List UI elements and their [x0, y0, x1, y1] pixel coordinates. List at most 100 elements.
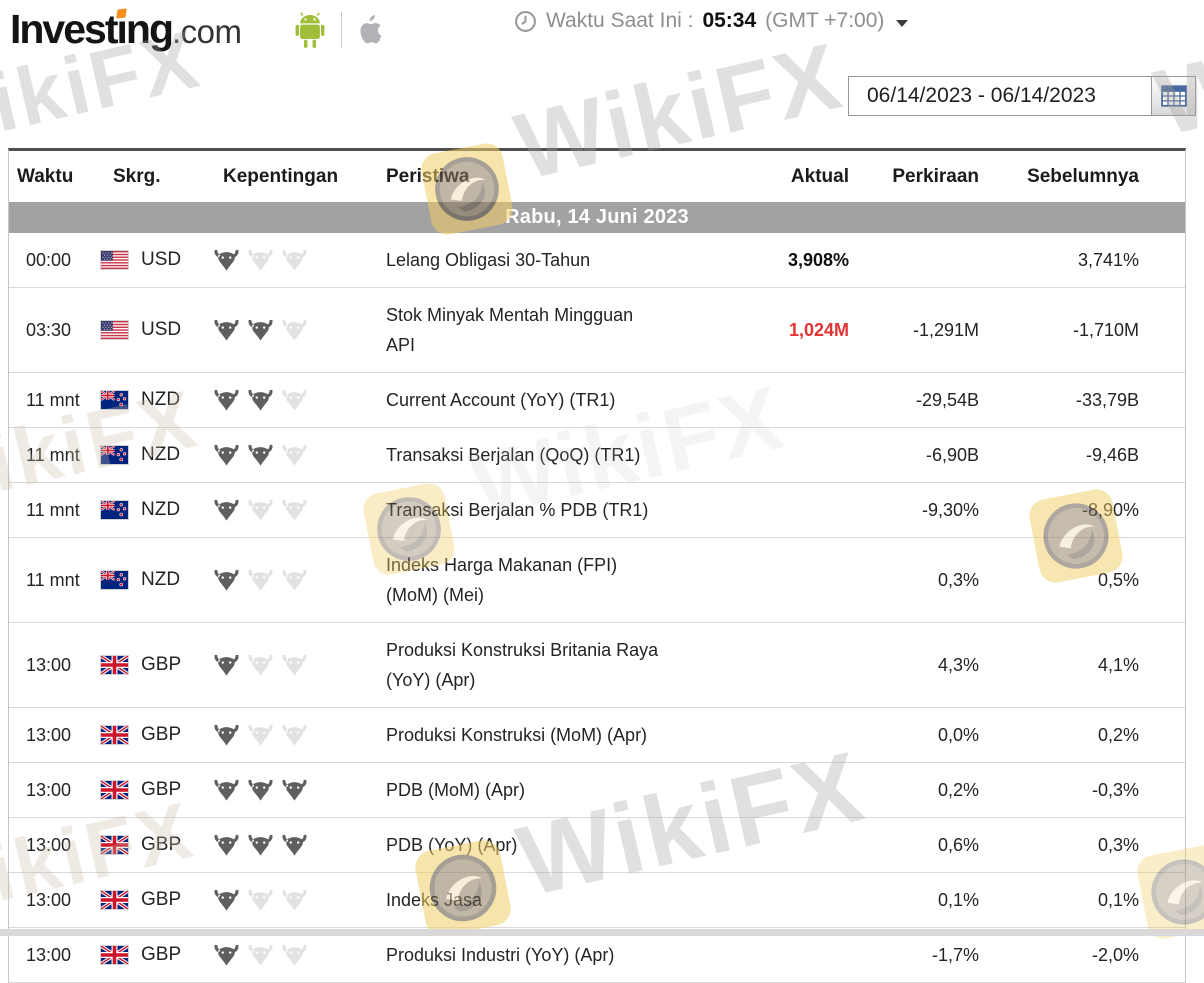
event-name[interactable]: Produksi Industri (YoY) (Apr) — [386, 945, 615, 965]
bull-importance-icon — [248, 724, 273, 746]
importance-bulls — [213, 834, 381, 857]
importance-bulls — [213, 569, 381, 592]
calendar-icon — [1160, 85, 1187, 107]
previous-value: 0,5% — [1097, 569, 1139, 590]
event-cell[interactable]: Produksi Konstruksi Britania Raya (YoY) … — [381, 623, 749, 707]
nz-flag-icon — [101, 391, 128, 409]
importance-bulls — [213, 499, 381, 522]
clock-label: Waktu Saat Ini : — [546, 9, 694, 32]
bull-importance-icon — [214, 569, 239, 591]
bull-importance-icon — [282, 889, 307, 911]
investing-logo[interactable]: Investing .com — [10, 6, 242, 53]
event-cell[interactable]: PDB (MoM) (Apr) — [381, 763, 749, 817]
importance-bulls — [213, 944, 381, 967]
bull-importance-icon — [214, 499, 239, 521]
event-name[interactable]: Transaksi Berjalan (QoQ) (TR1) — [386, 445, 641, 465]
currency-code: USD — [141, 249, 182, 270]
event-cell[interactable]: Produksi Industri (YoY) (Apr) — [381, 928, 749, 982]
forecast-value: 0,3% — [937, 569, 979, 590]
previous-value: 0,3% — [1097, 834, 1139, 855]
event-cell[interactable]: Produksi Konstruksi (MoM) (Apr) — [381, 708, 749, 762]
event-row[interactable]: 11 mnt NZD — [9, 428, 1185, 483]
event-cell[interactable]: Lelang Obligasi 30-Tahun — [381, 233, 749, 287]
clock-icon — [514, 10, 537, 33]
event-cell[interactable]: PDB (YoY) (Apr) — [381, 818, 749, 872]
event-cell[interactable]: Transaksi Berjalan (QoQ) (TR1) — [381, 428, 749, 482]
currency-cell: NZD — [101, 444, 213, 466]
forecast-value: 0,6% — [937, 834, 979, 855]
bull-importance-icon — [282, 779, 307, 801]
event-name[interactable]: Transaksi Berjalan % PDB (TR1) — [386, 500, 649, 520]
previous-value: 3,741% — [1077, 249, 1139, 270]
event-row[interactable]: 00:00 USD — [9, 233, 1185, 288]
forecast-value: -6,90B — [925, 444, 979, 465]
event-row[interactable]: 13:00 GBP Produksi Konstruksi Britania R… — [9, 623, 1185, 708]
event-row[interactable]: 11 mnt NZD — [9, 373, 1185, 428]
bull-importance-icon — [214, 654, 239, 676]
bull-importance-icon — [248, 889, 273, 911]
importance-bulls — [213, 249, 381, 272]
bull-importance-icon — [248, 654, 273, 676]
event-row[interactable]: 11 mnt NZD — [9, 483, 1185, 538]
previous-value: -2,0% — [1091, 944, 1139, 965]
date-range-input[interactable] — [849, 77, 1151, 115]
currency-code: GBP — [141, 889, 182, 910]
country-flag-icon — [101, 446, 128, 464]
gb-flag-icon — [101, 946, 128, 964]
event-name[interactable]: PDB (YoY) (Apr) — [386, 835, 518, 855]
event-name[interactable]: Current Account (YoY) (TR1) — [386, 390, 616, 410]
event-row[interactable]: 13:00 GBP Produksi Konstruksi (MoM) (Apr… — [9, 708, 1185, 763]
col-header-sebelumnya: Sebelumnya — [1027, 165, 1139, 187]
apple-app-icon[interactable] — [355, 11, 387, 49]
android-app-icon[interactable] — [292, 10, 328, 50]
event-cell[interactable]: Stok Minyak Mentah Mingguan API — [381, 288, 749, 372]
previous-value: 0,1% — [1097, 889, 1139, 910]
event-name[interactable]: Indeks Jasa — [386, 890, 483, 910]
event-time: 13:00 — [26, 779, 72, 800]
currency-cell: NZD — [101, 389, 213, 411]
event-row[interactable]: 13:00 GBP Indeks Jasa 0,1% 0,1% — [9, 873, 1185, 928]
nz-flag-icon — [101, 446, 128, 464]
event-name[interactable]: Produksi Konstruksi (MoM) (Apr) — [386, 725, 648, 745]
country-flag-icon — [101, 656, 128, 674]
country-flag-icon — [101, 501, 128, 519]
event-name[interactable]: Lelang Obligasi 30-Tahun — [386, 250, 591, 270]
bull-importance-icon — [248, 389, 273, 411]
event-cell[interactable]: Current Account (YoY) (TR1) — [381, 373, 749, 427]
bull-importance-icon — [282, 249, 307, 271]
currency-code: USD — [141, 319, 182, 340]
event-time: 13:00 — [26, 834, 72, 855]
bull-importance-icon — [282, 499, 307, 521]
country-flag-icon — [101, 391, 128, 409]
table-header-row: Waktu Skrg. Kepentingan Peristiwa Aktual… — [9, 151, 1185, 202]
event-row[interactable]: 11 mnt NZD — [9, 538, 1185, 623]
bull-importance-icon — [214, 779, 239, 801]
bull-importance-icon — [282, 569, 307, 591]
bull-importance-icon — [248, 444, 273, 466]
bull-importance-icon — [248, 249, 273, 271]
currency-code: NZD — [141, 499, 181, 520]
event-rows: 00:00 USD — [9, 233, 1185, 983]
forecast-value: -1,291M — [912, 319, 979, 340]
event-row[interactable]: 13:00 GBP Produksi Industri (YoY) (Apr) … — [9, 928, 1185, 983]
currency-cell: GBP — [101, 944, 213, 966]
country-flag-icon — [101, 571, 128, 589]
event-cell[interactable]: Transaksi Berjalan % PDB (TR1) — [381, 483, 749, 537]
calendar-button[interactable] — [1151, 77, 1195, 115]
timezone-selector[interactable]: Waktu Saat Ini : 05:34 (GMT +7:00) — [514, 9, 909, 33]
event-name[interactable]: Indeks Harga Makanan (FPI) (MoM) (Mei) — [386, 555, 618, 605]
economic-calendar-table: Waktu Skrg. Kepentingan Peristiwa Aktual… — [8, 148, 1186, 983]
event-cell[interactable]: Indeks Jasa — [381, 873, 749, 927]
event-name[interactable]: Produksi Konstruksi Britania Raya (YoY) … — [386, 640, 659, 690]
event-row[interactable]: 13:00 GBP PDB (MoM) (Apr) 0,2% -0,3% — [9, 763, 1185, 818]
event-name[interactable]: Stok Minyak Mentah Mingguan API — [386, 305, 634, 355]
event-cell[interactable]: Indeks Harga Makanan (FPI) (MoM) (Mei) — [381, 538, 749, 622]
previous-value: 0,2% — [1097, 724, 1139, 745]
us-flag-icon — [101, 321, 128, 339]
gb-flag-icon — [101, 656, 128, 674]
event-row[interactable]: 13:00 GBP PDB (YoY) (Apr) 0,6% 0,3% — [9, 818, 1185, 873]
event-name[interactable]: PDB (MoM) (Apr) — [386, 780, 525, 800]
currency-code: NZD — [141, 569, 181, 590]
event-row[interactable]: 03:30 USD — [9, 288, 1185, 373]
logo-text: Investing — [10, 6, 174, 52]
